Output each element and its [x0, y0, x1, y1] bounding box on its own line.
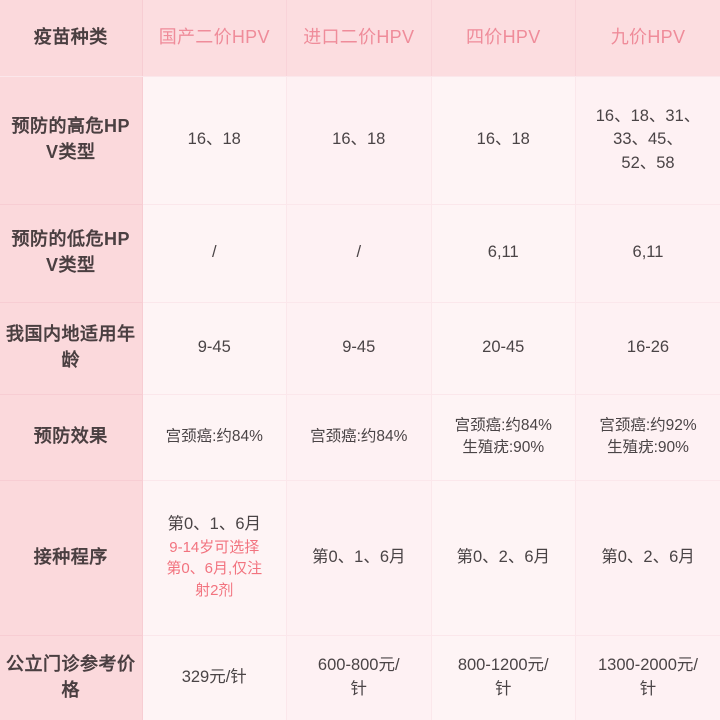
table-row-applicable-age: 我国内地适用年龄 9-45 9-45 20-45 16-26	[0, 302, 720, 395]
cell-line: 20-45	[482, 338, 525, 357]
cell-line: 9-45	[197, 338, 231, 357]
cell-line: 宫颈癌:约84%	[310, 428, 408, 445]
cell-effectiveness-nonavalent: 宫颈癌:约92% 生殖疣:90%	[575, 394, 720, 481]
cell-line: 第0、2、6月	[601, 547, 695, 566]
cell-line: /	[356, 243, 362, 262]
cell-line: 生殖疣:90%	[462, 439, 545, 456]
row-label-line: 适用年龄	[61, 324, 136, 370]
row-label-effectiveness: 预防效果	[0, 394, 143, 481]
cell-line: 800-1200元/	[457, 656, 549, 675]
cell-high-risk-types-quadrivalent: 16、18	[431, 76, 576, 205]
cell-line: 针	[495, 679, 512, 698]
cell-public-clinic-price-quadrivalent: 800-1200元/针	[431, 635, 576, 720]
cell-schedule-imported-bivalent: 第0、1、6月	[286, 480, 432, 636]
cell-line: 329元/针	[181, 668, 247, 687]
row-label-header: 疫苗种类	[0, 0, 143, 77]
column-header-imported-bivalent: 进口二价HPV	[286, 0, 432, 77]
cell-line: 16、18	[332, 130, 386, 149]
table-row-schedule: 接种程序 第0、1、6月 9-14岁可选择 第0、6月,仅注 射2剂 第0、1、6月 第0、…	[0, 480, 720, 636]
cell-low-risk-types-nonavalent: 6,11	[575, 204, 720, 303]
cell-line: 16、18、31、	[595, 106, 701, 125]
cell-high-risk-types-domestic-bivalent: 16、18	[142, 76, 287, 205]
cell-low-risk-types-domestic-bivalent: /	[142, 204, 287, 303]
cell-line: 16、18	[476, 130, 530, 149]
cell-schedule-domestic-bivalent: 第0、1、6月 9-14岁可选择 第0、6月,仅注 射2剂	[142, 480, 287, 636]
cell-applicable-age-domestic-bivalent: 9-45	[142, 302, 287, 395]
cell-line: 1300-2000元/	[598, 656, 698, 675]
cell-effectiveness-domestic-bivalent: 宫颈癌:约84%	[142, 394, 287, 481]
cell-applicable-age-nonavalent: 16-26	[575, 302, 720, 395]
cell-note-line: 射2剂	[195, 582, 234, 600]
cell-line: 宫颈癌:约84%	[165, 428, 263, 445]
cell-high-risk-types-nonavalent: 16、18、31、 33、45、 52、58	[575, 76, 720, 205]
table-body: 预防的高危HPV类型 16、18 16、18 16、18 16、18、31、 33、45、…	[0, 76, 720, 720]
cell-line: 16-26	[626, 338, 670, 357]
cell-schedule-nonavalent: 第0、2、6月	[575, 480, 720, 636]
row-label-line: 预防效果	[33, 426, 108, 447]
row-label-line: HPV类型	[45, 229, 130, 275]
cell-applicable-age-imported-bivalent: 9-45	[286, 302, 432, 395]
table-row-high-risk-types: 预防的高危HPV类型 16、18 16、18 16、18 16、18、31、 33、45、…	[0, 76, 720, 205]
cell-public-clinic-price-nonavalent: 1300-2000元/针	[575, 635, 720, 720]
table-row-public-clinic-price: 公立门诊参考价格 329元/针 600-800元/针 800-1200元/针 1300-…	[0, 635, 720, 720]
row-label-line: 公立门诊	[6, 654, 80, 675]
cell-applicable-age-quadrivalent: 20-45	[431, 302, 576, 395]
cell-line: 生殖疣:90%	[607, 439, 689, 456]
table-row-effectiveness: 预防效果 宫颈癌:约84% 宫颈癌:约84% 宫颈癌:约84% 生殖疣:90% 宫颈癌:约…	[0, 394, 720, 481]
row-label-public-clinic-price: 公立门诊参考价格	[0, 635, 143, 720]
cell-note-line: 第0、6月,仅注	[166, 560, 263, 578]
cell-high-risk-types-imported-bivalent: 16、18	[286, 76, 432, 205]
table-header-row: 疫苗种类 国产二价HPV 进口二价HPV 四价HPV 九价HPV	[0, 0, 720, 77]
cell-line: 第0、1、6月	[311, 547, 406, 566]
cell-line: 宫颈癌:约84%	[454, 417, 552, 434]
cell-line: 52、58	[621, 153, 675, 172]
cell-line: 针	[639, 679, 657, 698]
cell-line: 600-800元/	[317, 656, 400, 675]
cell-public-clinic-price-domestic-bivalent: 329元/针	[142, 635, 287, 720]
cell-line: 第0、2、6月	[456, 547, 551, 566]
row-label-line: 参考价格	[61, 654, 136, 700]
cell-effectiveness-quadrivalent: 宫颈癌:约84% 生殖疣:90%	[431, 394, 576, 481]
row-label-applicable-age: 我国内地适用年龄	[0, 302, 143, 395]
row-label-line: 预防的低危	[11, 229, 104, 250]
cell-line: 宫颈癌:约92%	[599, 417, 697, 434]
cell-line: 第0、1、6月	[167, 515, 262, 534]
column-header-nonavalent: 九价HPV	[575, 0, 720, 77]
row-label-high-risk-types: 预防的高危HPV类型	[0, 76, 143, 205]
cell-line: 33、45、	[613, 130, 683, 149]
row-label-low-risk-types: 预防的低危HPV类型	[0, 204, 143, 303]
row-label-line: 预防的高危	[11, 116, 104, 137]
cell-line: 6,11	[632, 243, 664, 262]
cell-line: 9-45	[342, 338, 376, 357]
row-label-schedule: 接种程序	[0, 480, 143, 636]
cell-line: 针	[350, 679, 368, 698]
cell-public-clinic-price-imported-bivalent: 600-800元/针	[286, 635, 432, 720]
cell-low-risk-types-quadrivalent: 6,11	[431, 204, 576, 303]
cell-line: 16、18	[187, 130, 241, 149]
cell-line: /	[211, 243, 217, 262]
table-header: 疫苗种类 国产二价HPV 进口二价HPV 四价HPV 九价HPV	[0, 0, 720, 77]
cell-line: 6,11	[487, 243, 519, 262]
cell-note-line: 9-14岁可选择	[169, 538, 260, 556]
table-row-low-risk-types: 预防的低危HPV类型 / / 6,11 6,11	[0, 204, 720, 303]
column-header-quadrivalent: 四价HPV	[431, 0, 576, 77]
column-header-domestic-bivalent: 国产二价HPV	[142, 0, 287, 77]
row-label-line: HPV类型	[45, 116, 130, 162]
row-label-line: 接种程序	[33, 546, 108, 567]
row-label-line: 我国内地	[6, 324, 80, 345]
cell-effectiveness-imported-bivalent: 宫颈癌:约84%	[286, 394, 432, 481]
cell-schedule-quadrivalent: 第0、2、6月	[431, 480, 576, 636]
cell-low-risk-types-imported-bivalent: /	[286, 204, 432, 303]
